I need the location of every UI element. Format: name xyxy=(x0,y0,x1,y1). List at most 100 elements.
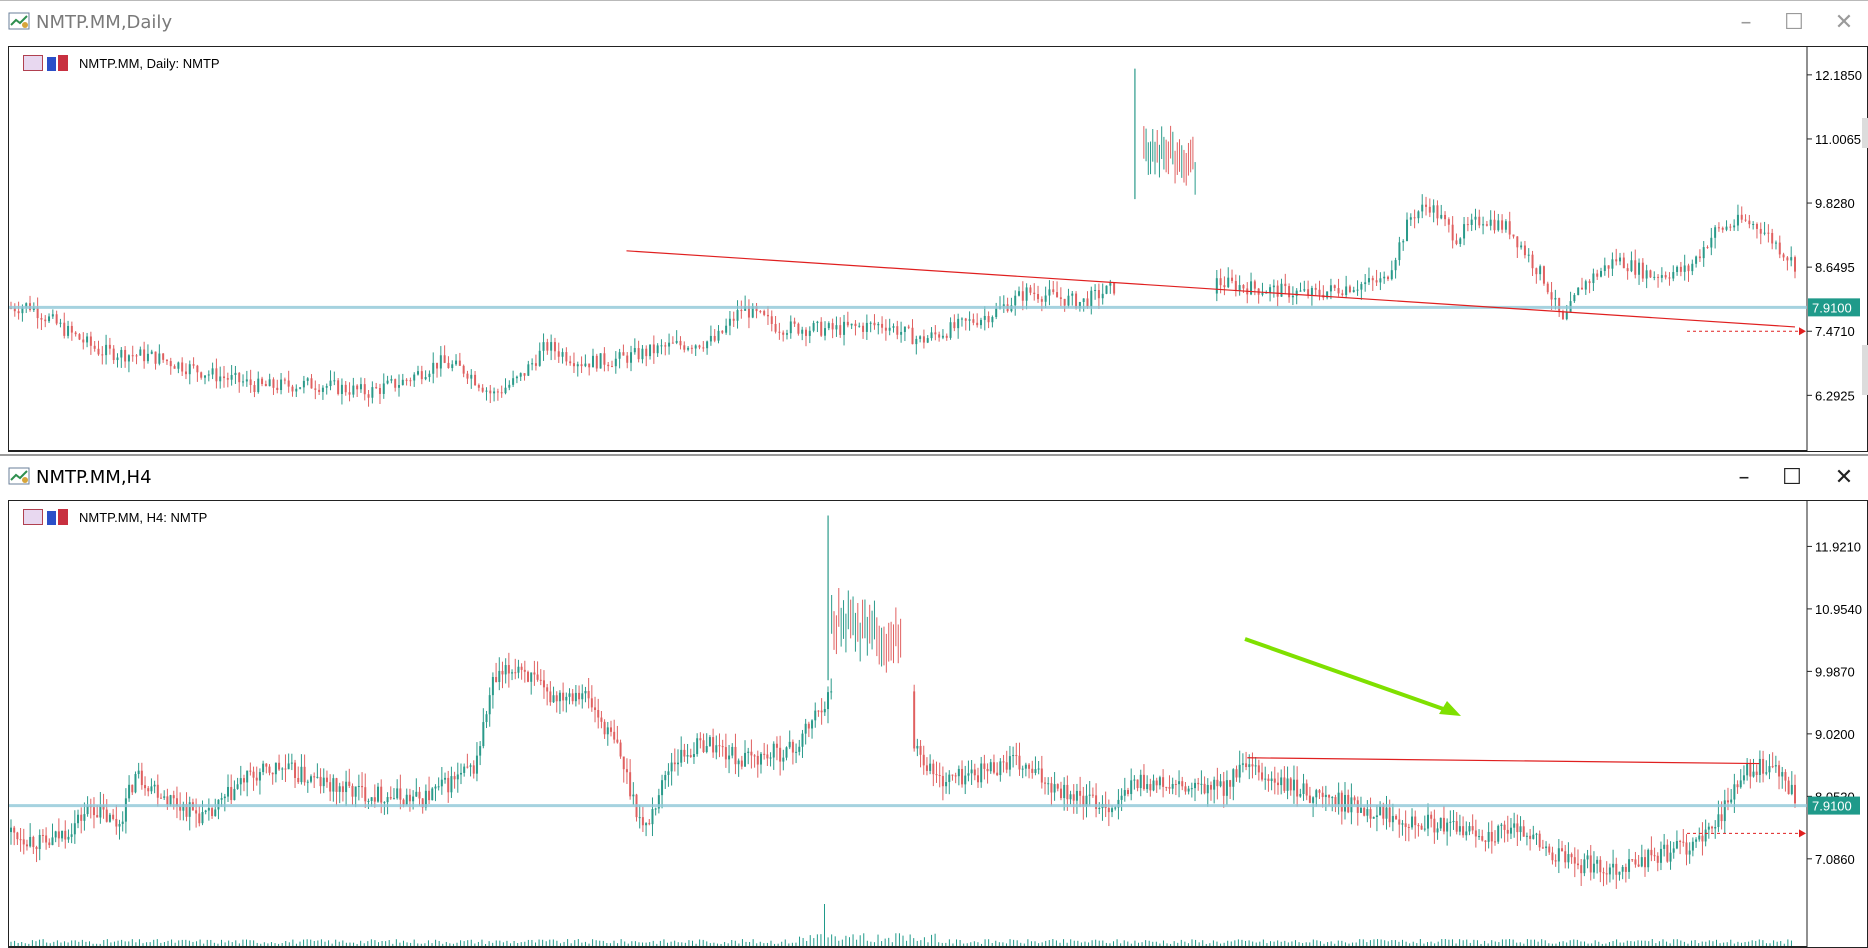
candle-body xyxy=(689,755,692,757)
candle-body xyxy=(1592,273,1595,284)
indicator-list-icon[interactable] xyxy=(23,509,43,525)
candle-body xyxy=(1683,265,1686,272)
candle-body xyxy=(1520,245,1523,248)
candle-body xyxy=(649,344,652,357)
candle-body xyxy=(1048,289,1051,296)
candle-body xyxy=(1329,285,1332,292)
candle-body xyxy=(1624,866,1627,872)
indicator-list-icon[interactable] xyxy=(23,55,43,71)
candle-body xyxy=(677,762,680,765)
candle-body xyxy=(1082,298,1085,303)
candle-body xyxy=(1291,295,1294,298)
candle-body xyxy=(980,763,983,783)
minimize-button[interactable]: – xyxy=(1738,464,1750,490)
candle-body xyxy=(1584,281,1587,290)
candle-body xyxy=(287,763,290,770)
candle-body xyxy=(858,325,861,327)
candle-body xyxy=(656,345,659,354)
candle-body xyxy=(1318,790,1321,793)
price-chart-h4[interactable]: 11.921010.95409.98709.02008.05307.08607.… xyxy=(9,501,1867,947)
scrollbar[interactable] xyxy=(1862,118,1868,148)
maximize-button[interactable]: ☐ xyxy=(1784,9,1804,35)
minimize-button[interactable]: – xyxy=(1740,9,1752,35)
candle-body xyxy=(1622,257,1625,269)
candle-body xyxy=(1071,293,1074,296)
candle-body xyxy=(611,366,614,368)
candle-body xyxy=(169,361,172,367)
maximize-button[interactable]: ☐ xyxy=(1782,464,1802,490)
candle-body xyxy=(1554,297,1557,300)
window-titlebar[interactable]: NMTP.MM,H4 – ☐ ✕ xyxy=(0,454,1868,496)
chart-window-h4[interactable]: NMTP.MM,H4 – ☐ ✕ NMTP.MM, H4: NMTP 11.92… xyxy=(0,454,1868,948)
candle-body xyxy=(415,791,418,797)
candle-body xyxy=(143,349,146,362)
candle-body xyxy=(938,334,941,338)
candle-body xyxy=(1618,871,1621,875)
candle-body xyxy=(558,692,561,702)
candle-body xyxy=(1395,815,1398,820)
candle-body xyxy=(778,331,781,333)
candle-body xyxy=(581,693,584,700)
candle-body xyxy=(1241,763,1244,765)
candle-body xyxy=(740,760,743,767)
price-island xyxy=(831,588,902,673)
candle-body xyxy=(527,364,530,376)
candle-body xyxy=(48,842,51,846)
candle-body xyxy=(184,371,187,375)
candle-body xyxy=(782,757,785,762)
candle-body xyxy=(523,373,526,376)
price-chart-daily[interactable]: 12.1850 11.0065 9.8280 8.6495 7.4710 6.2925 7.… xyxy=(9,47,1867,451)
candle-body xyxy=(1222,781,1225,796)
candle-body xyxy=(1501,220,1504,230)
candle-body xyxy=(507,665,510,674)
candle-body xyxy=(740,310,743,312)
window-titlebar[interactable]: NMTP.MM,Daily – ☐ ✕ xyxy=(0,0,1868,42)
current-price-marker xyxy=(1808,298,1860,317)
candle-body xyxy=(332,778,335,792)
expert-advisor-icon[interactable] xyxy=(47,55,69,71)
candle-body xyxy=(1098,808,1101,810)
candle-body xyxy=(219,376,222,382)
candle-body xyxy=(344,384,347,393)
candle-body xyxy=(1493,219,1496,231)
candle-body xyxy=(970,769,973,774)
expert-advisor-icon[interactable] xyxy=(47,509,69,525)
candle-body xyxy=(960,318,963,320)
candle-body xyxy=(1650,849,1653,856)
candle-body xyxy=(1657,276,1660,278)
candle-body xyxy=(1446,822,1449,832)
candle-body xyxy=(124,798,127,822)
candle-body xyxy=(1513,823,1516,828)
candle-body xyxy=(1752,223,1755,225)
candle-body xyxy=(1276,285,1279,297)
candle-body xyxy=(565,352,568,362)
candle-body xyxy=(1232,769,1235,787)
chart-plot-area[interactable]: NMTP.MM, Daily: NMTP 12.1850 11.0065 9.828… xyxy=(8,46,1868,452)
candle-body xyxy=(481,387,484,392)
candle-body xyxy=(1288,286,1291,298)
candle-body xyxy=(1538,833,1541,848)
candle-body xyxy=(1701,835,1704,842)
candle-body xyxy=(694,345,697,349)
candle-body xyxy=(479,746,482,756)
candle-body xyxy=(1452,821,1455,823)
candle-body xyxy=(290,762,293,764)
candle-body xyxy=(1261,772,1264,780)
candle-body xyxy=(1600,271,1603,277)
candle-body xyxy=(38,834,41,850)
window-title: NMTP.MM,H4 xyxy=(36,467,152,488)
close-button[interactable]: ✕ xyxy=(1834,9,1854,35)
scrollbar[interactable] xyxy=(1862,345,1868,395)
candle-body xyxy=(633,348,636,353)
candle-body xyxy=(964,318,967,321)
candle-body xyxy=(236,784,239,789)
candle-body xyxy=(613,731,616,740)
close-button[interactable]: ✕ xyxy=(1834,464,1854,490)
candle-body xyxy=(424,377,427,380)
candle-body xyxy=(1318,289,1321,295)
candle-body xyxy=(1607,265,1610,269)
candle-body xyxy=(1691,841,1694,851)
chart-plot-area[interactable]: NMTP.MM, H4: NMTP 11.9210 10.9540 9.9870 9.… xyxy=(8,500,1868,948)
chart-window-daily[interactable]: NMTP.MM,Daily – ☐ ✕ NMTP.MM, Daily: NMTP… xyxy=(0,0,1868,452)
candle-body xyxy=(992,762,995,773)
